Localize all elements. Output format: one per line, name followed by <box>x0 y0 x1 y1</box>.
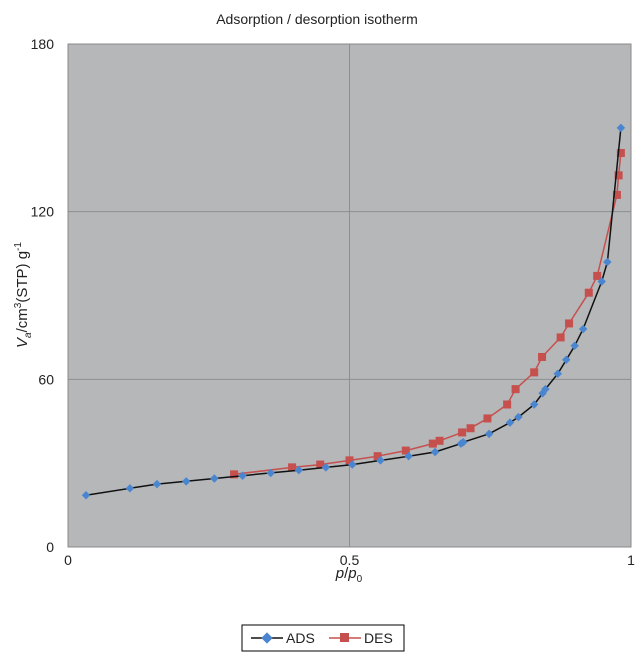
data-point-ads <box>484 429 494 439</box>
data-point-des <box>401 446 410 455</box>
data-point-ads <box>458 437 468 447</box>
series-ads <box>81 123 626 500</box>
legend-item-des: DES <box>329 630 393 646</box>
legend-item-ads: ADS <box>251 630 315 646</box>
data-point-des <box>584 288 593 297</box>
data-point-des <box>565 319 574 328</box>
data-point-ads <box>603 257 612 267</box>
data-point-ads <box>570 341 579 351</box>
data-point-des <box>503 400 512 409</box>
data-point-des <box>614 171 623 180</box>
data-point-des <box>612 190 621 199</box>
data-point-ads <box>238 471 247 480</box>
data-point-des <box>428 439 437 448</box>
data-point-ads <box>505 418 515 427</box>
data-point-des <box>466 424 475 433</box>
data-point-ads <box>321 463 331 472</box>
x-tick-label: 1 <box>627 552 635 568</box>
data-point-ads <box>152 479 162 489</box>
data-point-ads <box>266 468 275 478</box>
data-point-des <box>458 428 467 437</box>
data-point-ads <box>81 491 91 500</box>
x-tick-label: 0 <box>64 552 72 568</box>
chart-title: Adsorption / desorption isotherm <box>216 11 418 27</box>
data-point-des <box>616 148 625 157</box>
data-point-ads <box>514 412 523 422</box>
data-point-ads <box>562 355 571 365</box>
data-point-ads <box>376 456 385 465</box>
data-point-des <box>530 368 539 377</box>
data-point-ads <box>210 474 219 483</box>
y-tick-label: 180 <box>31 36 55 52</box>
data-point-des <box>556 333 565 342</box>
data-point-ads <box>348 460 357 469</box>
series-group <box>81 123 626 500</box>
y-tick-label: 120 <box>31 204 55 220</box>
data-point-des <box>511 385 520 394</box>
y-axis-label: Va/cm3(STP) g-1 <box>13 242 34 348</box>
legend-label-des: DES <box>364 630 393 646</box>
series-des <box>230 148 625 479</box>
data-point-ads <box>541 384 550 394</box>
legend: ADS DES <box>241 624 405 652</box>
tick-labels: 0 0.5 1 0 60 120 180 <box>31 36 635 568</box>
data-point-des <box>288 463 297 472</box>
series-line-des <box>234 152 622 476</box>
data-point-des <box>483 414 492 423</box>
legend-label-ads: ADS <box>286 630 315 646</box>
data-point-des <box>373 452 382 461</box>
data-point-des <box>230 470 239 479</box>
data-point-des <box>435 436 444 445</box>
data-point-des <box>316 460 325 469</box>
x-tick-label: 0.5 <box>340 552 360 568</box>
y-tick-label: 60 <box>38 371 54 387</box>
legend-marker-ads <box>261 632 273 644</box>
legend-marker-des <box>340 633 349 642</box>
data-point-ads <box>578 324 588 334</box>
data-point-ads <box>404 451 413 461</box>
data-point-ads <box>529 400 539 409</box>
y-tick-label: 0 <box>46 539 54 555</box>
data-point-ads <box>294 465 304 475</box>
data-point-des <box>593 271 602 280</box>
data-point-ads <box>553 369 563 378</box>
data-point-ads <box>430 447 440 457</box>
data-point-des <box>538 352 547 361</box>
data-point-ads <box>181 477 191 486</box>
x-axis-label: p/p0 <box>335 565 363 585</box>
data-point-des <box>345 456 354 465</box>
data-point-ads <box>597 277 606 286</box>
